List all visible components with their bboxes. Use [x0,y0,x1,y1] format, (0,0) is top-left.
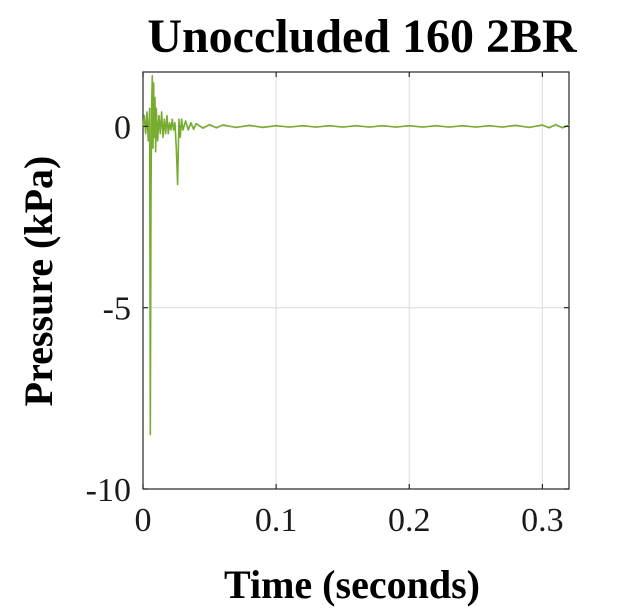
x-tick-label: 0.1 [255,502,298,539]
chart-title: Unoccluded 160 2BR [147,10,578,63]
y-tick-label: -10 [86,472,131,509]
x-tick-label: 0.2 [388,502,431,539]
y-axis-ticks: -10 -5 0 [86,109,569,509]
y-axis-label: Pressure (kPa) [16,156,61,407]
x-tick-label: 0.3 [521,502,564,539]
pressure-series-line [142,74,570,436]
x-axis-ticks: 0 0.1 0.2 0.3 [135,72,564,539]
x-tick-label: 0 [135,502,152,539]
y-tick-label: -5 [103,291,131,328]
x-axis-label: Time (seconds) [224,562,480,607]
series-layer [142,74,570,436]
plot-area-frame [142,71,570,490]
grid [142,72,569,490]
y-tick-label: 0 [114,109,131,146]
